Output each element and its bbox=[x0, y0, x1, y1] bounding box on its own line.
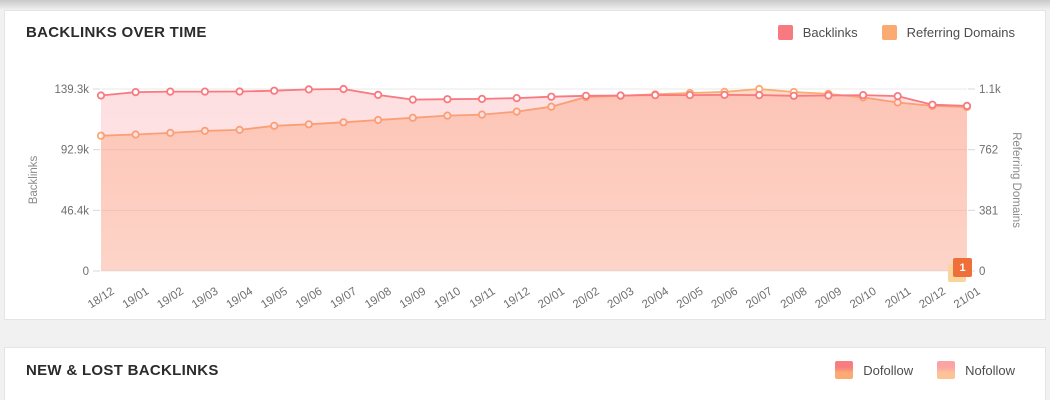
line-left bbox=[100, 88, 968, 107]
x-axis-label: 19/04 bbox=[225, 285, 256, 311]
chart-legend: Dofollow Nofollow bbox=[835, 361, 1015, 379]
data-point-marker[interactable] bbox=[789, 91, 798, 100]
data-point-marker[interactable] bbox=[720, 90, 729, 100]
x-axis-label: 19/12 bbox=[502, 285, 533, 311]
right-axis-tick-label: 1.1k bbox=[979, 84, 1001, 96]
x-axis-label: 19/05 bbox=[259, 285, 290, 311]
legend-item-backlinks[interactable]: Backlinks bbox=[777, 25, 858, 40]
left-axis-tick-label: 0 bbox=[83, 266, 89, 278]
x-axis-label: 19/03 bbox=[190, 285, 221, 311]
x-axis-label: 20/05 bbox=[675, 285, 706, 311]
x-axis-label: 20/01 bbox=[536, 285, 567, 311]
right-axis-tick-label: 762 bbox=[979, 145, 998, 157]
x-axis-label: 19/06 bbox=[294, 285, 325, 311]
legend-label: Dofollow bbox=[863, 362, 914, 378]
data-point-marker[interactable] bbox=[339, 84, 348, 94]
legend-label: Backlinks bbox=[802, 25, 858, 40]
backlinks-swatch-icon bbox=[777, 25, 793, 40]
nofollow-swatch-icon bbox=[937, 361, 956, 379]
data-point-marker[interactable] bbox=[858, 90, 868, 100]
left-axis-title: Backlinks bbox=[28, 155, 40, 204]
x-axis-label: 19/10 bbox=[432, 285, 463, 311]
data-point-marker[interactable] bbox=[200, 87, 209, 96]
legend-item-referring-domains[interactable]: Referring Domains bbox=[881, 25, 1015, 40]
x-axis-label: 20/09 bbox=[813, 285, 844, 311]
x-axis-label: 21/01 bbox=[952, 285, 983, 311]
data-point-marker[interactable] bbox=[270, 86, 279, 95]
data-point-marker[interactable] bbox=[893, 91, 902, 101]
dofollow-swatch-icon bbox=[835, 361, 854, 379]
x-axis-label: 19/01 bbox=[121, 285, 152, 311]
new-lost-backlinks-card: NEW & LOST BACKLINKS Dofollow Nofollow bbox=[4, 347, 1046, 400]
backlinks-over-time-card: BACKLINKS OVER TIME Backlinks Referring … bbox=[4, 10, 1046, 320]
x-axis-label: 20/04 bbox=[640, 285, 671, 311]
data-point-marker[interactable] bbox=[547, 92, 556, 101]
x-axis-label: 19/09 bbox=[398, 285, 429, 311]
data-point-marker[interactable] bbox=[962, 101, 972, 111]
left-axis-tick-label: 92.9k bbox=[61, 145, 89, 157]
data-point-marker[interactable] bbox=[443, 95, 452, 104]
legend-item-nofollow[interactable]: Nofollow bbox=[937, 361, 1015, 379]
data-point-marker[interactable] bbox=[96, 91, 106, 100]
legend-item-dofollow[interactable]: Dofollow bbox=[835, 361, 913, 379]
right-axis-title: Referring Domains bbox=[1010, 132, 1022, 228]
data-point-marker[interactable] bbox=[512, 93, 521, 103]
card-header: BACKLINKS OVER TIME Backlinks Referring … bbox=[5, 11, 1045, 41]
annotation-badge-count: 1 bbox=[953, 258, 972, 277]
legend-label: Referring Domains bbox=[906, 25, 1015, 40]
right-axis-tick-label: 381 bbox=[979, 205, 998, 217]
data-point-marker[interactable] bbox=[928, 100, 937, 109]
chart-legend: Backlinks Referring Domains bbox=[777, 25, 1015, 40]
annotation-badge[interactable]: 1 bbox=[948, 258, 972, 282]
card-header: NEW & LOST BACKLINKS Dofollow Nofollow bbox=[5, 348, 1045, 379]
referring-domains-swatch-icon bbox=[881, 25, 897, 40]
data-point-marker[interactable] bbox=[477, 94, 487, 104]
left-axis-tick-label: 46.4k bbox=[61, 205, 89, 217]
page-top-shadow bbox=[0, 0, 1050, 10]
x-axis-label: 19/07 bbox=[328, 285, 359, 311]
x-axis-label: 20/10 bbox=[848, 285, 879, 311]
x-axis-label: 19/11 bbox=[468, 285, 498, 310]
data-point-marker[interactable] bbox=[616, 91, 625, 100]
x-axis-label: 20/08 bbox=[779, 285, 810, 311]
left-axis-tick-label: 139.3k bbox=[54, 84, 89, 96]
x-axis-label: 20/03 bbox=[606, 285, 637, 311]
data-point-marker[interactable] bbox=[824, 91, 833, 100]
x-axis-label: 20/02 bbox=[571, 285, 602, 311]
data-point-marker[interactable] bbox=[581, 91, 591, 100]
x-axis-label: 20/06 bbox=[709, 285, 740, 311]
area-left bbox=[101, 89, 967, 271]
data-point-marker[interactable] bbox=[235, 87, 244, 96]
data-point-marker[interactable] bbox=[408, 95, 417, 104]
data-point-marker[interactable] bbox=[651, 90, 660, 100]
x-axis-label: 20/12 bbox=[917, 285, 948, 311]
data-point-marker[interactable] bbox=[755, 90, 764, 100]
data-point-marker[interactable] bbox=[373, 90, 383, 100]
x-axis-label: 18/12 bbox=[86, 285, 117, 311]
data-point-marker[interactable] bbox=[131, 87, 140, 97]
legend-label: Nofollow bbox=[965, 362, 1015, 378]
card-title: BACKLINKS OVER TIME bbox=[26, 24, 207, 41]
x-axis-label: 19/02 bbox=[155, 285, 186, 311]
x-axis-label: 20/11 bbox=[883, 285, 913, 310]
data-point-marker[interactable] bbox=[166, 87, 175, 96]
right-axis-tick-label: 0 bbox=[979, 266, 985, 278]
card-title: NEW & LOST BACKLINKS bbox=[26, 361, 219, 379]
data-point-marker[interactable] bbox=[304, 85, 313, 94]
x-axis-label: 19/08 bbox=[363, 285, 394, 311]
x-axis-label: 20/07 bbox=[744, 285, 775, 311]
data-point-marker[interactable] bbox=[685, 90, 695, 100]
